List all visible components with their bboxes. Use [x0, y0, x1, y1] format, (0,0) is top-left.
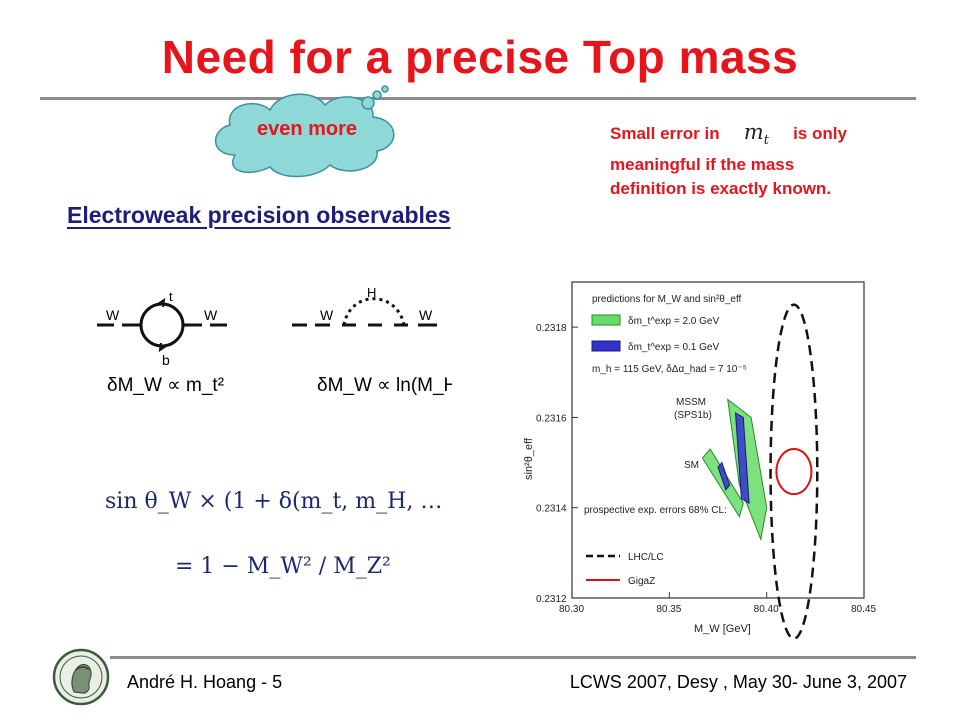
annotation-sps1b: (SPS1b)	[674, 410, 712, 421]
cloud-text: even more	[256, 118, 358, 140]
title-divider	[40, 97, 916, 100]
plot-frame	[571, 281, 865, 599]
plot-regions	[769, 303, 819, 640]
diagram-label-w1: W	[106, 307, 120, 323]
band-2	[701, 448, 744, 518]
x-tick-label: 80.30	[559, 604, 584, 615]
footer-author: André H. Hoang - 5	[127, 672, 283, 692]
legend-entry-blue: δm_t^exp = 0.1 GeV	[628, 342, 719, 353]
diagram-label-w3: W	[320, 307, 334, 323]
legend-entry-green: δm_t^exp = 2.0 GeV	[628, 316, 719, 327]
diagram-formula-left: δM_W ∝ m_t²	[107, 375, 224, 396]
plot-yticks: 0.2312 0.2314 0.2316 0.2318	[536, 323, 578, 605]
diagram-label-w2: W	[204, 307, 218, 323]
x-tick-label: 80.35	[656, 604, 681, 615]
plot-bands	[701, 398, 768, 542]
note-line2: meaningful if the mass	[610, 155, 795, 175]
legend-top-note: m_h = 115 GeV, δΔα_had = 7 10⁻⁵	[592, 364, 747, 375]
y-axis-label: sin²θ_eff	[523, 437, 535, 480]
legend-bottom-title: prospective exp. errors 68% CL:	[584, 505, 727, 516]
plot-xticks: 80.30 80.35 80.40 80.45	[559, 592, 876, 615]
section-heading: Electroweak precision observables	[67, 202, 451, 228]
y-tick-label: 0.2318	[536, 323, 567, 334]
diagram-formula-right: δM_W ∝ ln(M_H)	[317, 375, 452, 396]
note-line3: definition is exactly known.	[610, 179, 832, 199]
mt-symbol: mt	[743, 120, 769, 149]
region-lhc-lc	[769, 303, 819, 640]
y-tick-label: 0.2312	[536, 594, 567, 605]
diagram-label-w4: W	[419, 307, 433, 323]
legend-top-title: predictions for M_W and sin²θ_eff	[592, 294, 742, 305]
formula-line2: = 1 − M_W² / M_Z²	[175, 554, 391, 579]
legend-entry-gigaz: GigaZ	[628, 576, 655, 587]
legend-predictions: predictions for M_W and sin²θ_eff δm_t^e…	[591, 294, 747, 375]
x-tick-label: 80.45	[851, 604, 876, 615]
top-mass-note: Small error in mt is only meaningful if …	[610, 120, 930, 201]
y-tick-label: 0.2314	[536, 504, 567, 515]
footer-divider	[110, 656, 916, 659]
thought-cloud	[214, 85, 395, 178]
legend-swatch-blue	[591, 340, 621, 352]
region-gigaz	[775, 448, 813, 496]
footer-conference: LCWS 2007, Desy , May 30- June 3, 2007	[569, 672, 907, 692]
x-axis-label: M_W [GeV]	[694, 623, 751, 635]
higgs-loop-diagram	[292, 297, 437, 327]
legend-entry-lhc: LHC/LC	[628, 552, 664, 563]
band-1	[734, 411, 750, 505]
mw-sin2theta-plot: 80.30 80.35 80.40 80.45 0.23120.23140.23160…	[488, 268, 884, 644]
legend-swatch-green	[591, 314, 621, 326]
legend-prospective: prospective exp. errors 68% CL: LHC/LC G…	[584, 505, 727, 587]
note-line1-start: Small error in	[610, 124, 720, 143]
feynman-diagrams: W t W b δM_W ∝ m_t² W H W δM_W ∝ ln(M_H)	[92, 285, 452, 407]
top-loop-diagram	[97, 297, 227, 353]
weinberg-formula: sin θ_W × (1 + δ(m_t, m_H, …)) = 1 − M_W…	[105, 489, 440, 579]
annotation-sm: SM	[684, 460, 699, 471]
annotation-mssm: MSSM	[676, 397, 706, 408]
x-tick-label: 80.40	[754, 604, 779, 615]
band-3	[717, 461, 731, 491]
slide-title: Need for a precise Top mass	[161, 31, 799, 83]
note-line1-end: is only	[793, 124, 847, 143]
y-tick-label: 0.2316	[536, 413, 567, 424]
diagram-label-t: t	[169, 289, 173, 304]
diagram-label-b: b	[162, 352, 170, 368]
formula-line1: sin θ_W × (1 + δ(m_t, m_H, …))	[105, 489, 440, 514]
institute-logo-icon	[52, 648, 110, 706]
diagram-label-h: H	[367, 285, 376, 300]
